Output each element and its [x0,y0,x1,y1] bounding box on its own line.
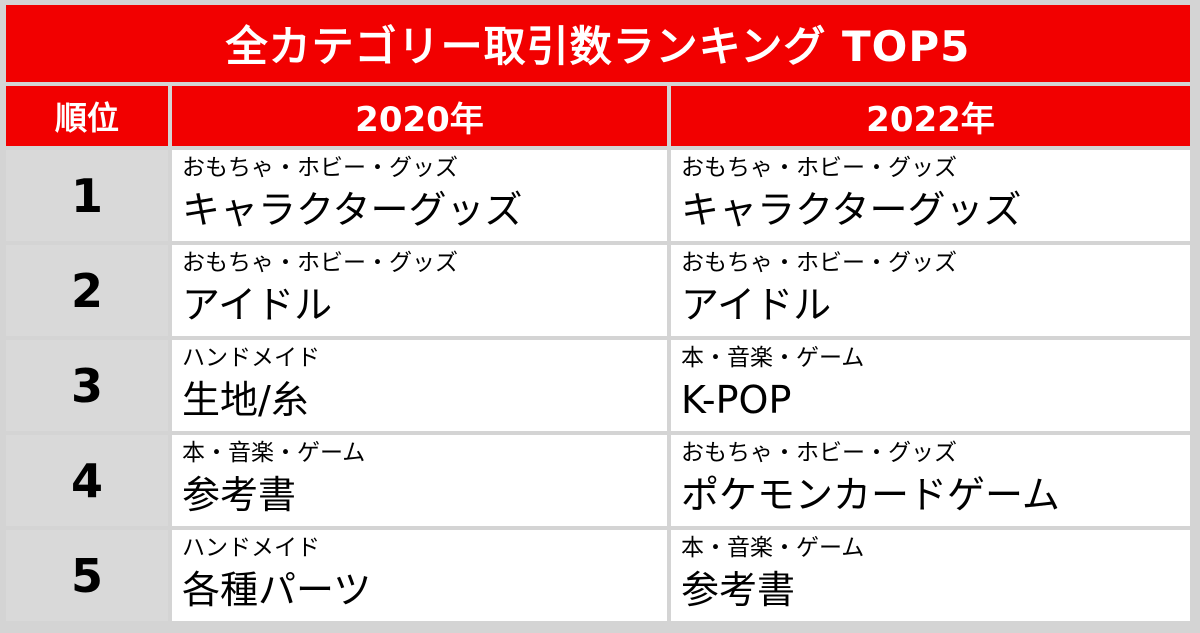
item-label: アイドル [681,283,832,327]
rank-cell: 4 [6,435,168,526]
table-row-2020-cell: おもちゃ・ホビー・グッズ キャラクターグッズ [172,150,667,241]
table-title: 全カテゴリー取引数ランキング TOP5 [6,5,1190,82]
item-label: アイドル [182,283,333,327]
item-label: 参考書 [182,473,297,517]
category-label: おもちゃ・ホビー・グッズ [681,440,957,466]
category-label: おもちゃ・ホビー・グッズ [681,250,957,276]
table-row-2020-cell: 本・音楽・ゲーム 参考書 [172,435,667,526]
category-label: ハンドメイド [182,345,320,371]
rank-cell: 2 [6,245,168,336]
category-label: おもちゃ・ホビー・グッズ [681,155,957,181]
table-row-2022-cell: おもちゃ・ホビー・グッズ アイドル [671,245,1190,336]
category-label: 本・音楽・ゲーム [681,535,865,561]
rank-cell: 3 [6,340,168,431]
item-label: 各種パーツ [182,568,372,612]
header-year-2020: 2020年 [172,86,667,146]
item-label: K-POP [681,378,792,422]
rank-cell: 5 [6,530,168,621]
category-label: 本・音楽・ゲーム [681,345,865,371]
table-row-2022-cell: おもちゃ・ホビー・グッズ キャラクターグッズ [671,150,1190,241]
rank-cell: 1 [6,150,168,241]
item-label: ポケモンカードゲーム [681,473,1060,517]
table-row-2022-cell: 本・音楽・ゲーム 参考書 [671,530,1190,621]
table-row-2022-cell: 本・音楽・ゲーム K-POP [671,340,1190,431]
category-label: おもちゃ・ホビー・グッズ [182,250,458,276]
category-label: おもちゃ・ホビー・グッズ [182,155,458,181]
table-row-2020-cell: ハンドメイド 各種パーツ [172,530,667,621]
category-label: 本・音楽・ゲーム [182,440,366,466]
item-label: キャラクターグッズ [182,188,523,232]
category-label: ハンドメイド [182,535,320,561]
header-year-2022: 2022年 [671,86,1190,146]
item-label: 参考書 [681,568,796,612]
table-row-2020-cell: おもちゃ・ホビー・グッズ アイドル [172,245,667,336]
table-row-2022-cell: おもちゃ・ホビー・グッズ ポケモンカードゲーム [671,435,1190,526]
header-rank: 順位 [6,86,168,146]
table-row-2020-cell: ハンドメイド 生地/糸 [172,340,667,431]
item-label: 生地/糸 [182,378,309,422]
item-label: キャラクターグッズ [681,188,1022,232]
